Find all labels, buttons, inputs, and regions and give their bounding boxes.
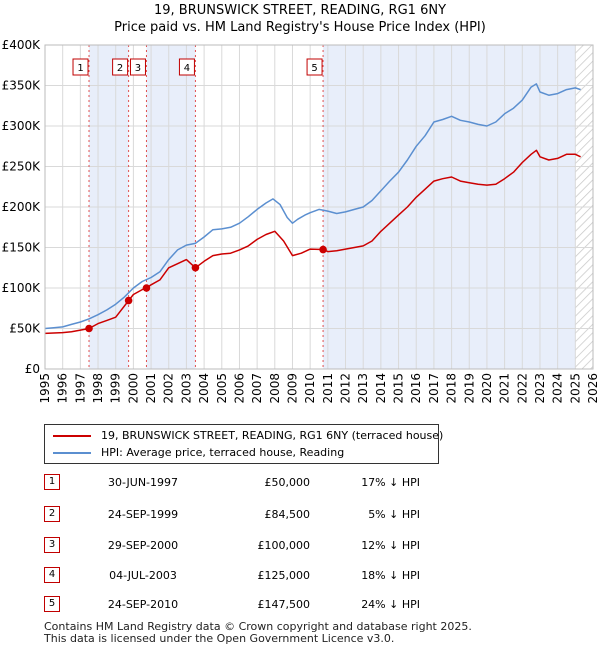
x-tick-label: 2011: [321, 373, 335, 404]
x-tick-label: 2002: [162, 373, 176, 404]
x-tick-label: 1996: [56, 373, 70, 404]
x-tick-label: 2015: [392, 373, 406, 404]
x-tick-label: 2025: [568, 373, 582, 404]
sale-point: [142, 284, 151, 292]
sale-row: 3 29-SEP-2000 £100,000 12% ↓ HPI: [44, 537, 464, 555]
sale-price: £100,000: [257, 539, 311, 552]
footer-licence: This data is licensed under the Open Gov…: [44, 632, 395, 645]
x-tick-label: 2018: [445, 373, 459, 404]
sale-row: 4 04-JUL-2003 £125,000 18% ↓ HPI: [44, 567, 464, 585]
chart-title: 19, BRUNSWICK STREET, READING, RG1 6NY: [153, 3, 447, 18]
footer-copyright: Contains HM Land Registry data © Crown c…: [44, 620, 472, 633]
sale-label-box: [306, 58, 323, 76]
x-tick-label: 1998: [91, 373, 105, 404]
x-tick-label: 2022: [515, 373, 529, 404]
x-tick-label: 2005: [215, 373, 229, 404]
sale-label-box: [178, 58, 195, 76]
hpi-series-line: [45, 83, 581, 330]
sale-price: £125,000: [257, 569, 311, 582]
sale-number-badge: 4: [44, 567, 60, 583]
x-tick-label: 2021: [498, 373, 512, 404]
series-group: [45, 83, 581, 335]
sale-number-badge: 1: [44, 474, 60, 490]
x-tick-label: 2009: [285, 373, 299, 404]
x-tick-label: 2020: [480, 373, 494, 404]
y-tick-label: £200K: [2, 200, 42, 214]
legend-blue-line-icon: [53, 452, 91, 454]
sale-hpi-diff: 12% ↓ HPI: [361, 539, 420, 552]
legend-property-label: 19, BRUNSWICK STREET, READING, RG1 6NY (…: [101, 429, 444, 442]
sale-number-badge: 3: [44, 537, 60, 553]
y-tick-label: £350K: [2, 79, 42, 93]
property-series-line: [45, 149, 581, 335]
y-tick-label: £50K: [9, 322, 41, 336]
legend-hpi-label: HPI: Average price, terraced house, Read…: [101, 446, 345, 459]
sale-row: 5 24-SEP-2010 £147,500 24% ↓ HPI: [44, 596, 464, 614]
x-tick-label: 2023: [533, 373, 547, 404]
sale-point: [124, 296, 133, 305]
sale-label-text: 5: [311, 63, 317, 74]
sale-label-box: [129, 58, 146, 76]
sale-hpi-diff: 24% ↓ HPI: [361, 598, 420, 611]
x-tick-label: 1997: [73, 373, 87, 404]
sale-date: 29-SEP-2000: [107, 539, 179, 552]
sale-label-box: [112, 58, 129, 76]
x-tick-label: 2010: [303, 373, 317, 404]
x-tick-label: 2019: [462, 373, 476, 404]
sale-date: 24-SEP-2010: [107, 598, 179, 611]
x-tick-label: 2004: [197, 373, 211, 404]
x-tick-label: 2024: [551, 373, 565, 404]
sale-date: 24-SEP-1999: [107, 508, 179, 521]
sale-point: [191, 263, 200, 272]
sale-label-text: 3: [135, 63, 141, 74]
sale-row: 2 24-SEP-1999 £84,500 5% ↓ HPI: [44, 506, 464, 524]
y-tick-label: £100K: [2, 281, 42, 295]
x-tick-label: 2014: [374, 373, 388, 404]
x-tick-label: 2000: [126, 373, 140, 404]
sale-label-box: [72, 58, 89, 76]
plot-border: [44, 44, 594, 370]
x-tick-label: 2006: [232, 373, 246, 404]
x-tick-label: 2003: [179, 373, 193, 404]
sale-price: £147,500: [257, 598, 311, 611]
sale-date: 04-JUL-2003: [109, 569, 177, 582]
chart-subtitle: Price paid vs. HM Land Registry's House …: [114, 20, 486, 35]
sale-point: [85, 324, 93, 333]
y-tick-label: £300K: [2, 119, 42, 133]
legend: 19, BRUNSWICK STREET, READING, RG1 6NY (…: [44, 424, 443, 464]
y-tick-label: £150K: [2, 241, 42, 255]
y-tick-label: £0: [25, 362, 40, 376]
sale-point: [319, 245, 327, 254]
x-tick-label: 2026: [586, 373, 600, 404]
x-tick-label: 2008: [268, 373, 282, 404]
sale-price: £84,500: [264, 508, 311, 521]
sale-row: 1 30-JUN-1997 £50,000 17% ↓ HPI: [44, 474, 464, 492]
x-tick-label: 1995: [38, 373, 52, 404]
x-tick-label: 2017: [427, 373, 441, 404]
sale-number-badge: 5: [44, 596, 60, 612]
sale-hpi-diff: 18% ↓ HPI: [361, 569, 420, 582]
y-tick-label: £400K: [2, 38, 42, 52]
sale-label-text: 2: [117, 63, 123, 74]
price-chart: 1 2 3 4 5 £0 £50K £100K £150K £200K £250K £300K £350…: [2, 38, 600, 404]
sale-price: £50,000: [264, 476, 311, 489]
sale-hpi-diff: 5% ↓ HPI: [368, 508, 420, 521]
x-tick-label: 2016: [409, 373, 423, 404]
legend-red-line-icon: [53, 435, 91, 437]
x-tick-label: 2012: [339, 373, 353, 404]
sale-label-text: 4: [184, 63, 190, 74]
sale-number-badge: 2: [44, 506, 60, 522]
x-tick-label: 2013: [356, 373, 370, 404]
sale-hpi-diff: 17% ↓ HPI: [361, 476, 420, 489]
x-tick-label: 2001: [144, 373, 158, 404]
x-tick-label: 2007: [250, 373, 264, 404]
sale-label-text: 1: [77, 63, 83, 74]
sale-date: 30-JUN-1997: [107, 476, 179, 489]
y-tick-label: £250K: [2, 160, 42, 174]
x-tick-label: 1999: [109, 373, 123, 404]
